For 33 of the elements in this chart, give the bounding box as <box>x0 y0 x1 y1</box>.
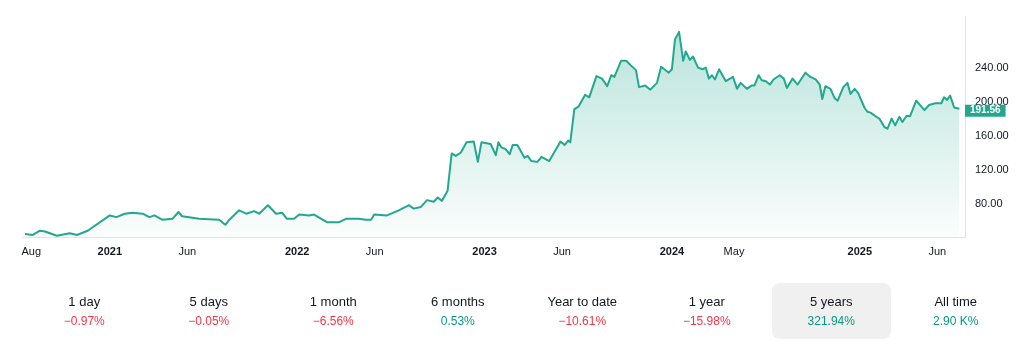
text: −0.05% <box>188 314 230 328</box>
y-tick-label: 120.00 <box>975 162 1009 175</box>
y-tick-label: 240.00 <box>975 60 1009 73</box>
category-label: 6 months <box>430 294 486 309</box>
text: −10.61% <box>558 314 607 328</box>
category-label: 1 month <box>308 294 358 309</box>
category-label: 5 years <box>808 294 854 309</box>
x-tick-label: 2021 <box>97 245 123 258</box>
y-tick-label: 200.00 <box>975 94 1009 107</box>
x-tick-label: 2022 <box>284 245 310 258</box>
category-label: 1 day <box>67 294 102 309</box>
x-tick-label: Jun <box>178 245 197 258</box>
text: 0.53% <box>440 314 475 328</box>
y-tick-label: 160.00 <box>975 128 1009 141</box>
text: −0.97% <box>63 314 105 328</box>
category-label: Year to date <box>546 294 619 309</box>
text: 321.94% <box>807 314 855 328</box>
y-tick-label: 80.00 <box>975 196 1003 209</box>
text: −15.98% <box>682 314 731 328</box>
x-tick-label: May <box>723 245 745 258</box>
x-tick-label: Jun <box>928 245 947 258</box>
category-label: 5 days <box>188 294 229 309</box>
text: −6.56% <box>312 314 354 328</box>
x-tick-label: Aug <box>21 245 42 258</box>
x-tick-label: Jun <box>365 245 384 258</box>
x-tick-label: Jun <box>553 245 571 258</box>
x-tick-label: 2025 <box>847 245 873 258</box>
category-label: 1 year <box>687 294 726 309</box>
x-tick-label: 2024 <box>659 245 685 258</box>
annotation: 191.56 <box>970 104 1002 116</box>
category-label: All time <box>933 294 979 309</box>
x-tick-label: 2023 <box>472 245 497 258</box>
text: 2.90 K% <box>933 314 979 328</box>
